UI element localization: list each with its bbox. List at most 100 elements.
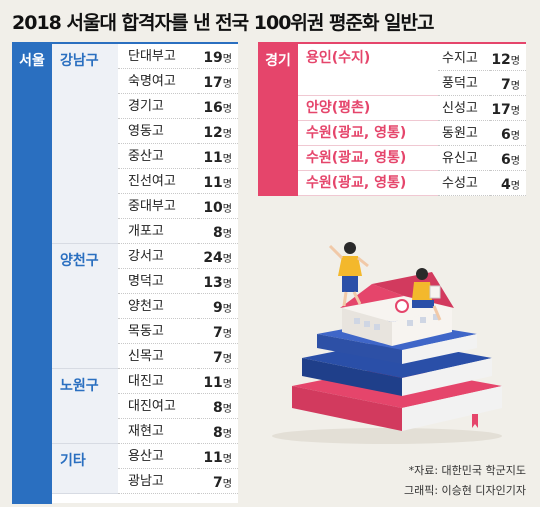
count-unit: 명 <box>510 181 520 192</box>
school-name: 풍덕고 <box>438 71 490 96</box>
school-name: 숙명여고 <box>118 69 198 94</box>
count-value: 24 <box>203 250 223 266</box>
admit-count: 7명 <box>490 71 526 96</box>
count-value: 11 <box>203 175 223 191</box>
graphic-credit: 그래픽: 이승현 디자인기자 <box>403 484 526 497</box>
school-name: 신목고 <box>118 344 198 369</box>
count-value: 8 <box>213 425 223 441</box>
count-unit: 명 <box>222 129 232 140</box>
count-value: 16 <box>203 100 223 116</box>
count-unit: 명 <box>510 106 520 117</box>
count-value: 10 <box>203 200 223 216</box>
admit-count: 11명 <box>198 144 238 169</box>
page-title: 2018 서울대 합격자를 낸 전국 100위권 평준화 일반고 <box>12 12 434 34</box>
count-value: 17 <box>203 75 223 91</box>
count-unit: 명 <box>510 81 520 92</box>
city-label: 수원(광교, 영통) <box>298 146 438 171</box>
count-value: 6 <box>501 127 511 143</box>
admit-count: 8명 <box>198 219 238 244</box>
count-unit: 명 <box>222 154 232 165</box>
school-name: 용산고 <box>118 444 198 469</box>
school-name: 유신고 <box>438 146 490 171</box>
count-unit: 명 <box>222 304 232 315</box>
school-name: 대진고 <box>118 369 198 394</box>
admit-count: 24명 <box>198 244 238 269</box>
admit-count: 6명 <box>490 121 526 146</box>
district-label: 양천구 <box>52 244 118 369</box>
students-on-books-illustration <box>272 242 502 444</box>
school-name: 대진여고 <box>118 394 198 419</box>
admit-count: 8명 <box>198 419 238 444</box>
count-value: 19 <box>203 50 223 66</box>
count-unit: 명 <box>222 404 232 415</box>
count-unit: 명 <box>222 479 232 490</box>
school-name: 진선여고 <box>118 169 198 194</box>
district-label: 강남구 <box>52 44 118 244</box>
admit-count: 13명 <box>198 269 238 294</box>
count-value: 17 <box>491 102 511 118</box>
count-value: 8 <box>213 400 223 416</box>
admit-count: 7명 <box>198 469 238 494</box>
admit-count: 4명 <box>490 171 526 196</box>
count-unit: 명 <box>222 229 232 240</box>
admit-count: 12명 <box>490 46 526 71</box>
school-name: 수성고 <box>438 171 490 196</box>
count-unit: 명 <box>222 454 232 465</box>
district-label: 기타 <box>52 444 118 494</box>
count-value: 7 <box>501 77 511 93</box>
count-unit: 명 <box>222 279 232 290</box>
count-unit: 명 <box>222 379 232 390</box>
admit-count: 7명 <box>198 344 238 369</box>
school-name: 양천고 <box>118 294 198 319</box>
city-label: 수원(광교, 영통) <box>298 171 438 196</box>
count-value: 8 <box>213 225 223 241</box>
city-label: 용인(수지) <box>298 46 438 96</box>
city-label: 안양(평촌) <box>298 96 438 121</box>
admit-count: 12명 <box>198 119 238 144</box>
school-name: 수지고 <box>438 46 490 71</box>
count-value: 11 <box>203 375 223 391</box>
school-name: 신성고 <box>438 96 490 121</box>
count-unit: 명 <box>222 254 232 265</box>
count-unit: 명 <box>222 429 232 440</box>
count-unit: 명 <box>222 54 232 65</box>
count-value: 4 <box>501 177 511 193</box>
admit-count: 11명 <box>198 169 238 194</box>
count-unit: 명 <box>222 79 232 90</box>
school-name: 중산고 <box>118 144 198 169</box>
count-value: 6 <box>501 152 511 168</box>
count-value: 9 <box>213 300 223 316</box>
school-name: 중대부고 <box>118 194 198 219</box>
admit-count: 9명 <box>198 294 238 319</box>
school-name: 강서고 <box>118 244 198 269</box>
admit-count: 11명 <box>198 369 238 394</box>
admit-count: 11명 <box>198 444 238 469</box>
admit-count: 10명 <box>198 194 238 219</box>
district-label: 노원구 <box>52 369 118 444</box>
school-name: 동원고 <box>438 121 490 146</box>
count-value: 13 <box>203 275 223 291</box>
source-note: *자료: 대한민국 학군지도 <box>408 464 526 477</box>
count-unit: 명 <box>222 104 232 115</box>
school-name: 광남고 <box>118 469 198 494</box>
admit-count: 16명 <box>198 94 238 119</box>
count-unit: 명 <box>510 131 520 142</box>
admit-count: 6명 <box>490 146 526 171</box>
seoul-table: 서울 강남구 단대부고 19명 숙명여고 17명 경기고 16명 영동고 12명 중산고 11명 진선… <box>12 42 238 504</box>
count-unit: 명 <box>222 354 232 365</box>
admit-count: 8명 <box>198 394 238 419</box>
count-value: 7 <box>213 475 223 491</box>
seoul-region-label: 서울 <box>12 44 52 504</box>
school-name: 영동고 <box>118 119 198 144</box>
count-unit: 명 <box>222 179 232 190</box>
admit-count: 7명 <box>198 319 238 344</box>
gyeonggi-table: 경기 용인(수지) 수지고 12명 풍덕고 7명 안양(평촌) 신성고 17명 수원(광교, 영… <box>258 42 526 196</box>
count-unit: 명 <box>222 204 232 215</box>
school-name: 목동고 <box>118 319 198 344</box>
count-value: 12 <box>203 125 223 141</box>
count-value: 7 <box>213 325 223 341</box>
school-name: 단대부고 <box>118 44 198 69</box>
gyeonggi-region-label: 경기 <box>258 44 298 196</box>
city-label: 수원(광교, 영통) <box>298 121 438 146</box>
admit-count: 17명 <box>198 69 238 94</box>
